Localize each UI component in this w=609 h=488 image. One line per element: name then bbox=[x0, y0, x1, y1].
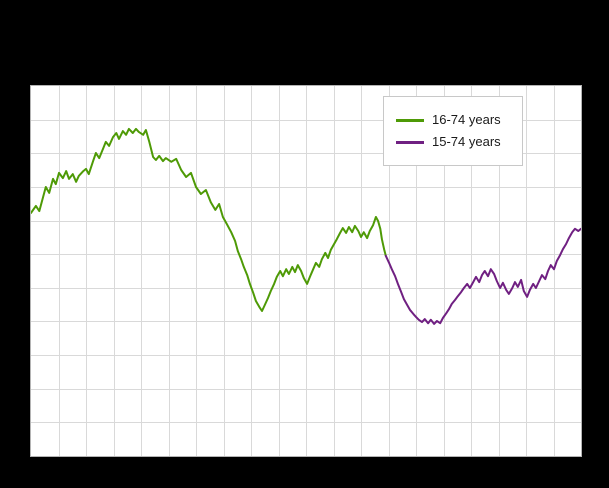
legend-line-swatch-15-74 bbox=[396, 140, 424, 144]
line-chart bbox=[31, 86, 581, 456]
gridlines bbox=[31, 86, 581, 456]
plot-area: 16-74 years 15-74 years bbox=[30, 85, 582, 457]
legend-label-16-74: 16-74 years bbox=[432, 112, 501, 127]
legend: 16-74 years 15-74 years bbox=[383, 96, 523, 166]
legend-item: 16-74 years bbox=[396, 112, 510, 128]
legend-label-15-74: 15-74 years bbox=[432, 134, 501, 149]
series-line-15-74-years bbox=[384, 227, 581, 325]
legend-item: 15-74 years bbox=[396, 134, 510, 150]
series-line-16-74-years bbox=[31, 127, 387, 312]
legend-line-swatch-16-74 bbox=[396, 118, 424, 122]
